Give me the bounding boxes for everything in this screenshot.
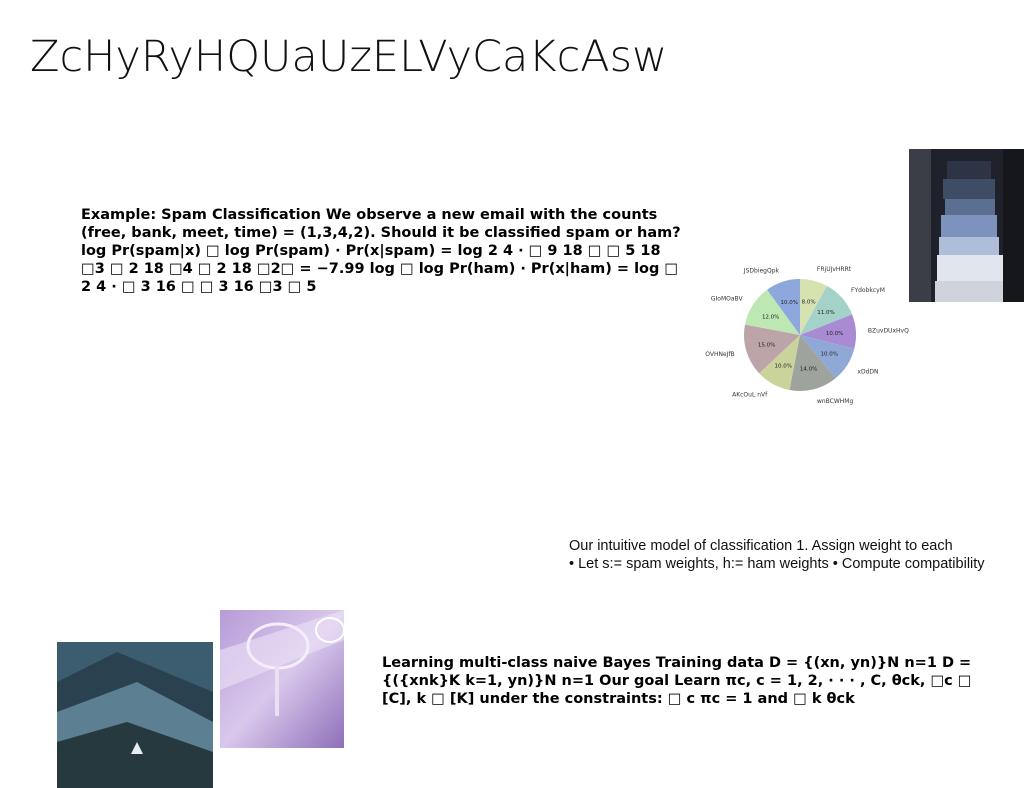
pie-percent-label: 10.0% [826, 331, 843, 337]
pie-percent-label: 14.0% [800, 367, 817, 373]
intuitive-line-2: • Let s:= spam weights, h:= ham weights … [569, 555, 1024, 573]
intuitive-line-1: Our intuitive model of classification 1.… [569, 537, 1024, 555]
naive-bayes-text: Learning multi-class naive Bayes Trainin… [382, 654, 1002, 708]
pie-category-label: wnBCWHMg [817, 398, 854, 405]
intuitive-model-text: Our intuitive model of classification 1.… [569, 537, 1024, 573]
pie-category-label: xDdDN [857, 368, 878, 375]
pie-category-label: BZuvDUxHvQ [868, 328, 909, 335]
pie-percent-label: 8.0% [802, 299, 816, 305]
pie-category-label: OVHNeJfB [705, 351, 734, 358]
pie-percent-label: 15.0% [758, 343, 775, 349]
pie-category-label: JSDbiegQpk [743, 267, 780, 274]
pie-category-label: FYdobkcyM [851, 287, 885, 294]
glass-photo [220, 610, 344, 748]
pie-category-label: GIoMOaBV [711, 296, 744, 303]
pie-percent-label: 10.0% [781, 300, 798, 306]
pie-category-label: FRjUJvHRRt [817, 266, 852, 273]
pie-percent-label: 10.0% [775, 363, 792, 369]
slide-title: ZcHyRyHQUaUzELVyCaKcAsw [30, 32, 667, 82]
pie-percent-label: 12.0% [762, 314, 779, 320]
pie-percent-label: 11.0% [817, 310, 834, 316]
mountain-photo [57, 642, 213, 788]
pie-percent-label: 10.0% [821, 352, 838, 358]
pie-category-label: AKcOuL nVf [732, 392, 768, 399]
pie-chart: 8.0% FRjUJvHRRt 11.0% FYdobkcyM 10.0% BZuvDUx… [700, 240, 910, 430]
books-photo [909, 149, 1024, 302]
spam-example-text: Example: Spam Classification We observe … [81, 206, 681, 296]
